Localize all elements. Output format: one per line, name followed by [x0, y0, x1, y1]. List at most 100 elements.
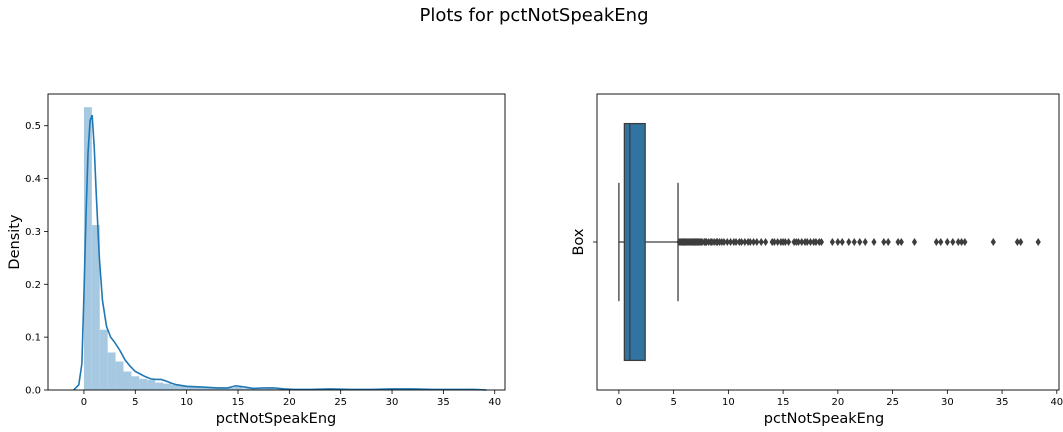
histogram-x-tick-label-15: 15: [232, 397, 245, 408]
box-plot-outliers: [676, 238, 1041, 246]
box-x-axis-label: pctNotSpeakEng: [764, 411, 884, 427]
histogram-y-ticks: 0.0 0.1 0.2 0.3 0.4 0.5: [25, 121, 48, 397]
histogram-x-tick-label-40: 40: [488, 397, 501, 408]
histogram-x-tick-label-20: 20: [283, 397, 296, 408]
outlier-point-84: [962, 238, 968, 246]
box-x-tick-label-35: 35: [996, 397, 1009, 408]
histogram-y-axis-label: Density: [7, 214, 23, 270]
outlier-point-80: [944, 238, 950, 246]
outlier-point-88: [1035, 238, 1041, 246]
outlier-point-60: [807, 238, 814, 246]
histogram-x-tick-label-10: 10: [180, 397, 193, 408]
box-x-ticks: 0 5 10 15 20 25 30 35 40: [616, 390, 1063, 408]
outlier-point-87: [1018, 238, 1024, 246]
histogram-bar-12: [178, 385, 187, 390]
outlier-point-73: [881, 238, 887, 246]
outlier-point-86: [1014, 238, 1020, 246]
histogram-x-ticks: 0 5 10 15 20 25 30 35 40: [81, 390, 501, 408]
outlier-point-43: [750, 238, 757, 246]
outlier-point-39: [738, 238, 745, 246]
histogram-bar-22: [257, 388, 266, 390]
histogram-bar-21: [250, 388, 258, 390]
histogram-axes-frame: [47, 93, 506, 391]
box-x-tick-label-0: 0: [616, 397, 622, 408]
outlier-point-64: [818, 238, 825, 246]
histogram-bar-19: [234, 386, 243, 390]
outlier-point-76: [898, 238, 904, 246]
outlier-point-33: [721, 238, 727, 246]
outlier-point-56: [795, 238, 802, 246]
outlier-point-72: [871, 238, 877, 246]
kde-density-line: [73, 114, 487, 391]
histogram-x-tick-label-25: 25: [334, 397, 347, 408]
histogram-bar-15: [202, 387, 211, 390]
histogram-bar-8: [147, 379, 156, 390]
histogram-bar-1: [91, 225, 100, 390]
outlier-point-40: [742, 238, 748, 246]
outlier-point-82: [955, 238, 961, 246]
outlier-point-46: [763, 238, 769, 246]
histogram-y-tick-label-0.4: 0.4: [25, 174, 41, 185]
outlier-point-66: [835, 238, 841, 246]
histogram-bar-5: [123, 371, 132, 390]
histogram-y-tick-label-0: 0.0: [25, 386, 41, 397]
histogram-y-tick-label-0.2: 0.2: [25, 280, 41, 291]
box-y-axis-label: Box: [571, 228, 587, 255]
outlier-point-75: [895, 238, 901, 246]
outlier-point-48: [771, 238, 777, 246]
box-plot: 0 5 10 15 20 25 30 35 40 pctNotSpeakEng Box: [571, 93, 1063, 427]
box-x-tick-label-5: 5: [670, 397, 676, 408]
histogram-bar-2: [99, 329, 108, 390]
outlier-point-69: [851, 238, 857, 246]
histogram-x-axis-label: pctNotSpeakEng: [216, 411, 336, 427]
outlier-point-83: [958, 238, 965, 246]
histogram-bar-20: [242, 388, 251, 390]
box-x-tick-label-30: 30: [941, 397, 954, 408]
histogram-y-tick-label-0.1: 0.1: [25, 333, 41, 344]
outlier-point-71: [862, 238, 868, 246]
outlier-point-49: [775, 238, 781, 246]
histogram-y-tick-label-0.3: 0.3: [25, 227, 41, 238]
outlier-point-45: [758, 238, 764, 246]
box-x-tick-label-10: 10: [722, 397, 735, 408]
histogram-bar-17: [218, 388, 227, 390]
histogram-bar-3: [107, 352, 116, 390]
histogram-bar-23: [265, 388, 274, 390]
box-x-tick-label-25: 25: [886, 397, 899, 408]
histogram-bar-11: [170, 384, 179, 390]
histogram-x-tick-label-0: 0: [81, 397, 87, 408]
figure-suptitle: Plots for pctNotSpeakEng: [420, 5, 649, 26]
outlier-point-77: [911, 238, 918, 246]
outlier-point-37: [733, 238, 739, 246]
box-x-tick-label-15: 15: [777, 397, 790, 408]
box-x-tick-label-40: 40: [1050, 397, 1063, 408]
box-x-tick-label-20: 20: [831, 397, 844, 408]
box-axes-frame: [596, 93, 1060, 391]
histogram-bar-4: [115, 361, 124, 390]
histogram-bar-24: [273, 388, 282, 390]
outlier-point-81: [950, 238, 956, 246]
box-plot-body: [593, 122, 679, 362]
outlier-point-85: [990, 238, 996, 246]
histogram-bar-7: [139, 378, 148, 390]
histogram-y-tick-label-0.5: 0.5: [25, 121, 41, 132]
outlier-point-79: [938, 238, 944, 246]
histogram-bar-14: [194, 387, 203, 390]
outlier-point-67: [839, 238, 845, 246]
outlier-point-44: [754, 238, 760, 246]
outlier-point-68: [846, 238, 852, 246]
outlier-point-62: [813, 238, 819, 246]
histogram-kde-plot: 0 5 10 15 20 25 30 35 40 0.0 0.1 0.2 0.3 0.4 0.5 pctN…: [7, 93, 506, 427]
outlier-point-42: [747, 238, 753, 246]
outlier-point-57: [799, 238, 805, 246]
histogram-bar-9: [155, 382, 164, 390]
outlier-point-52: [782, 238, 788, 246]
histogram-bar-10: [163, 383, 171, 390]
outlier-point-53: [785, 238, 792, 246]
histogram-bars: [83, 107, 480, 391]
outlier-point-70: [857, 238, 863, 246]
histogram-bar-0: [83, 107, 92, 391]
histogram-bar-6: [131, 376, 140, 390]
histogram-bar-13: [186, 386, 195, 390]
